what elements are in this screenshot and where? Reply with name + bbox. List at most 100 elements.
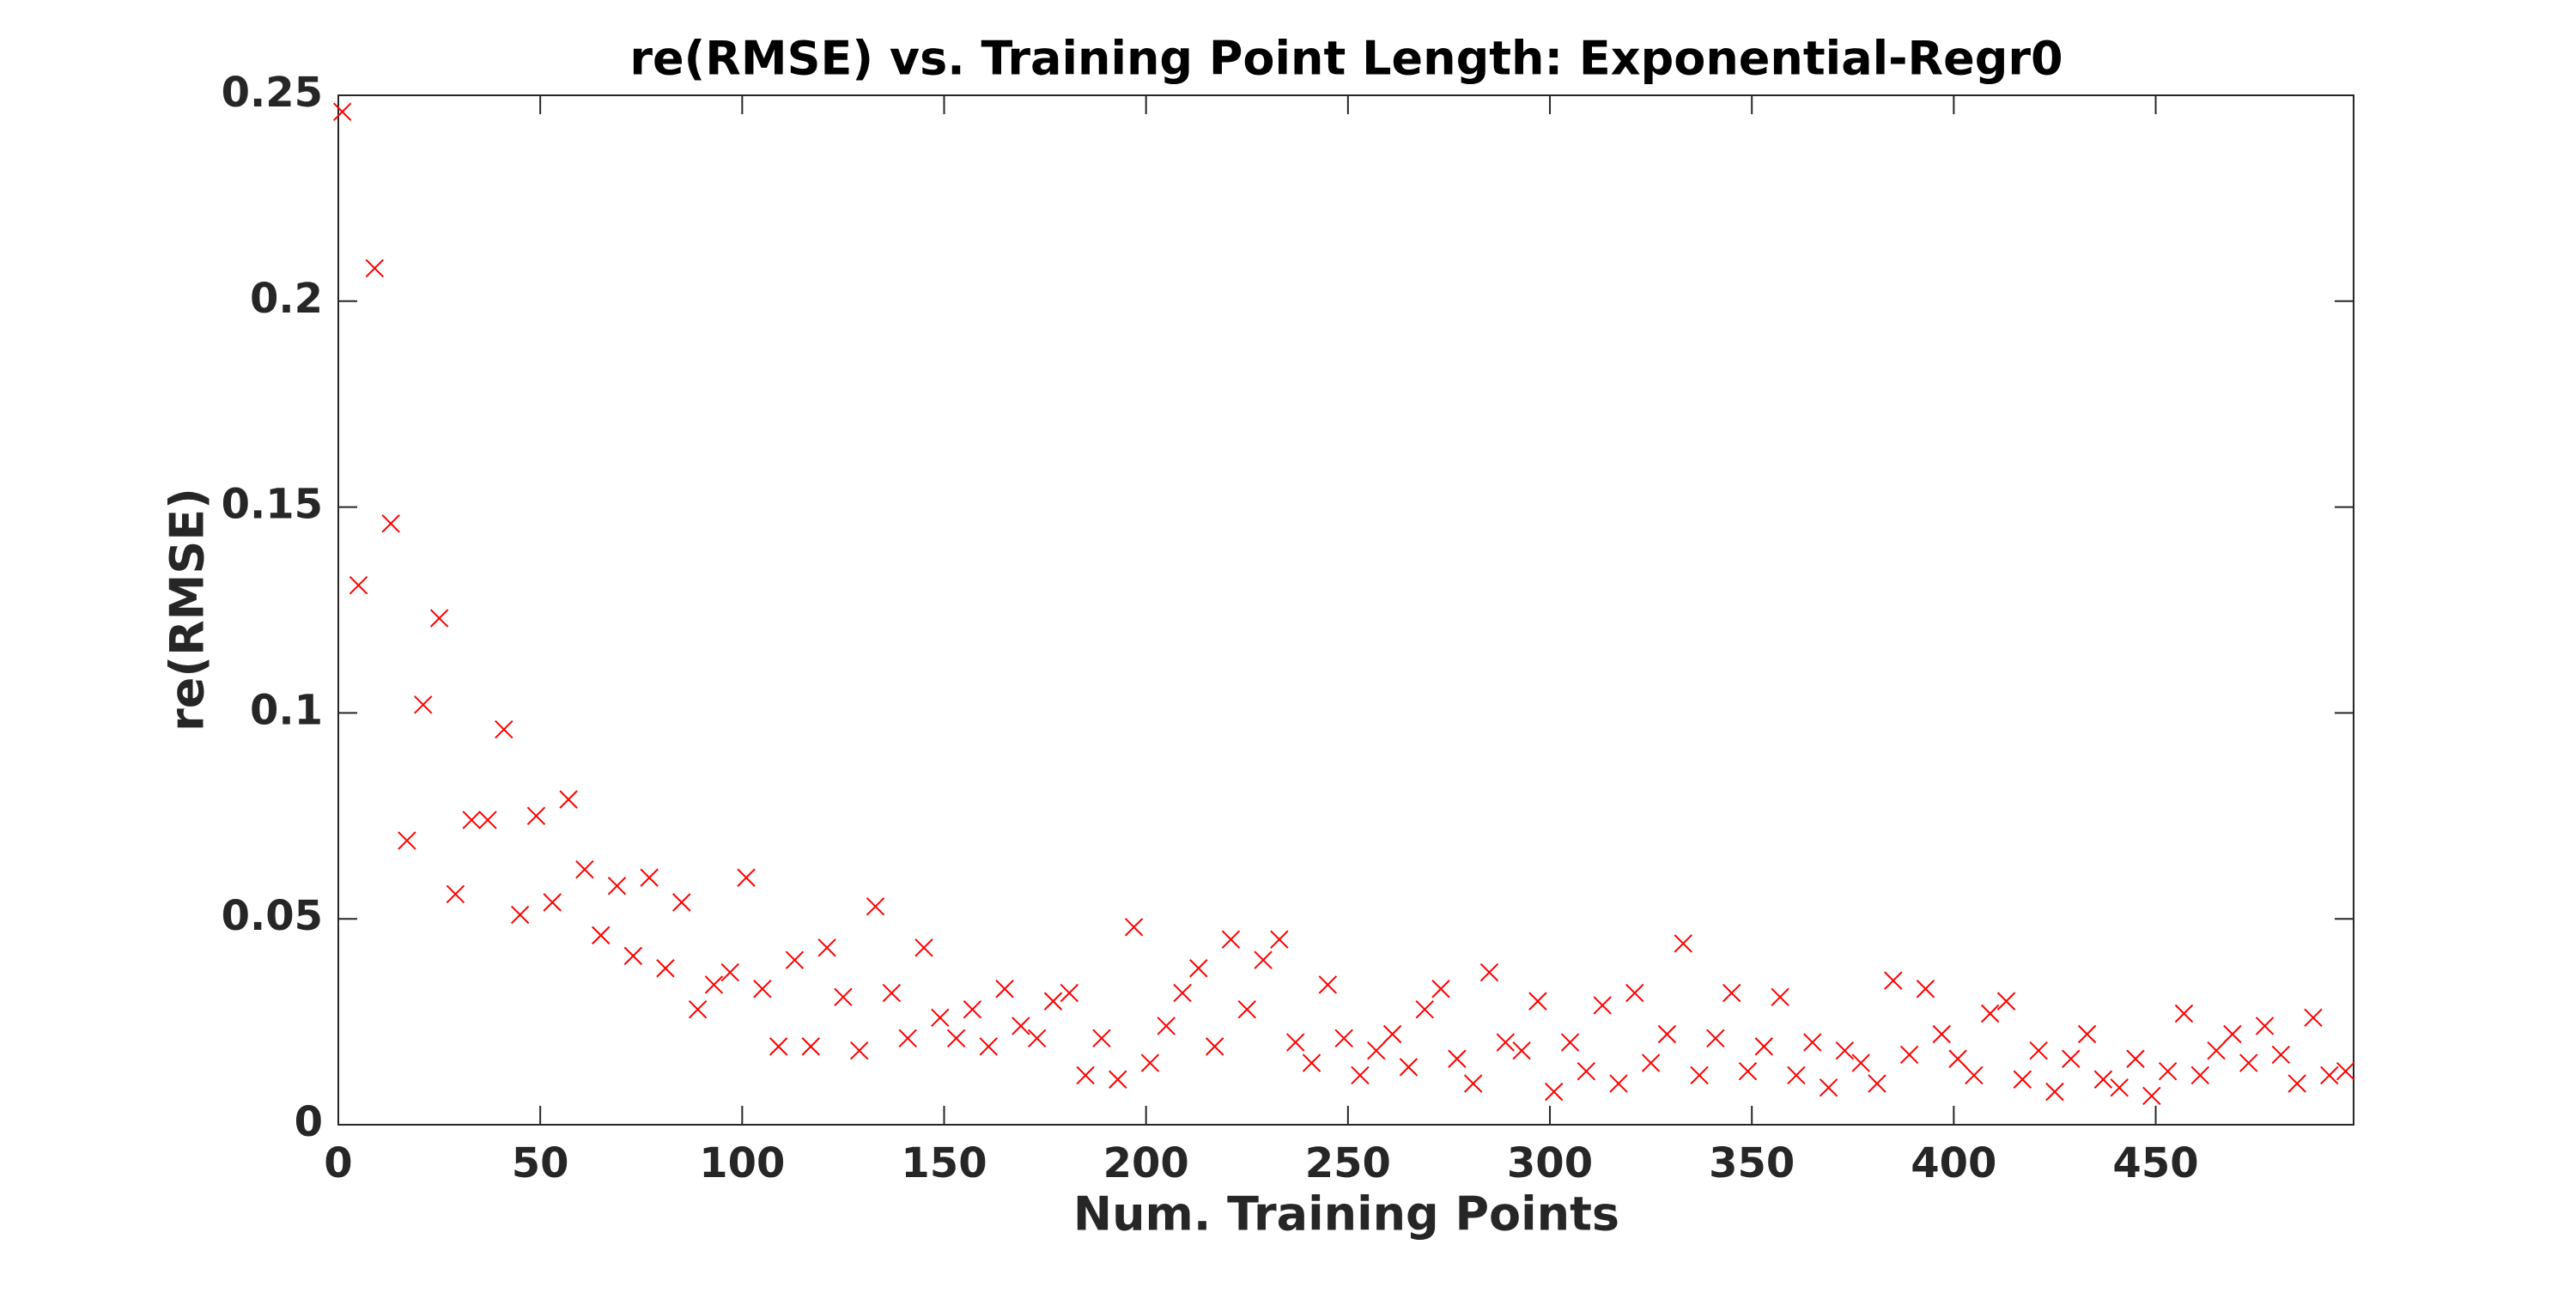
point bbox=[2190, 1065, 2209, 1085]
point bbox=[1109, 1070, 1127, 1089]
point bbox=[623, 946, 643, 966]
point bbox=[1415, 1000, 1434, 1019]
point bbox=[1399, 1058, 1419, 1077]
point bbox=[1479, 962, 1499, 982]
point bbox=[979, 1037, 998, 1056]
point bbox=[2239, 1053, 2258, 1072]
y-tick-label: 0.15 bbox=[222, 481, 323, 529]
point bbox=[672, 893, 691, 912]
chart-title: re(RMSE) vs. Training Point Length: Expo… bbox=[629, 32, 2063, 86]
point bbox=[2336, 1061, 2355, 1081]
point bbox=[1545, 1082, 1564, 1102]
point bbox=[1528, 992, 1547, 1011]
point bbox=[1771, 987, 1789, 1007]
point bbox=[2320, 1065, 2339, 1085]
point bbox=[2045, 1082, 2064, 1102]
point bbox=[1996, 992, 2016, 1011]
point bbox=[2207, 1041, 2226, 1060]
point bbox=[817, 938, 836, 957]
point bbox=[656, 959, 675, 978]
point bbox=[1367, 1041, 1386, 1060]
point bbox=[1932, 1024, 1951, 1044]
point bbox=[931, 1008, 950, 1028]
point bbox=[2013, 1070, 2032, 1089]
point bbox=[575, 859, 594, 879]
point bbox=[1690, 1065, 1709, 1085]
point bbox=[1803, 1033, 1822, 1052]
point bbox=[720, 962, 739, 982]
point bbox=[1254, 950, 1273, 969]
point bbox=[1899, 1045, 1919, 1065]
x-tick-label: 100 bbox=[699, 1139, 785, 1187]
point bbox=[543, 893, 562, 912]
x-tick-label: 300 bbox=[1507, 1139, 1593, 1187]
point bbox=[1787, 1065, 1806, 1085]
point bbox=[1593, 996, 1612, 1015]
point bbox=[349, 576, 368, 595]
point bbox=[1722, 983, 1741, 1003]
point bbox=[1868, 1074, 1886, 1093]
point bbox=[946, 1029, 966, 1047]
point bbox=[785, 950, 805, 969]
point bbox=[1948, 1049, 1967, 1068]
point bbox=[1448, 1049, 1467, 1068]
point bbox=[2158, 1061, 2178, 1081]
point bbox=[1221, 930, 1241, 949]
point bbox=[1382, 1024, 1402, 1044]
point bbox=[526, 806, 546, 826]
point bbox=[414, 695, 433, 714]
y-tick-label: 0.05 bbox=[222, 892, 323, 940]
point bbox=[1173, 983, 1192, 1003]
point bbox=[914, 938, 933, 957]
point bbox=[1157, 1017, 1176, 1035]
point bbox=[688, 1000, 708, 1019]
point bbox=[446, 884, 465, 904]
x-axis-title: Num. Training Points bbox=[1073, 1187, 1619, 1241]
point bbox=[1205, 1037, 1224, 1056]
point bbox=[510, 905, 530, 925]
point bbox=[2062, 1049, 2081, 1068]
point bbox=[704, 975, 724, 994]
point bbox=[559, 790, 578, 809]
point bbox=[462, 810, 481, 829]
point bbox=[429, 609, 449, 628]
x-tick-label: 200 bbox=[1103, 1139, 1189, 1187]
point bbox=[898, 1029, 917, 1047]
point bbox=[1463, 1074, 1483, 1093]
point bbox=[2142, 1086, 2161, 1106]
point bbox=[769, 1037, 788, 1056]
x-tick-label: 450 bbox=[2112, 1139, 2198, 1187]
point bbox=[2110, 1078, 2129, 1097]
point bbox=[640, 868, 659, 887]
point bbox=[1092, 1029, 1111, 1047]
point bbox=[1609, 1074, 1628, 1093]
point bbox=[1140, 1053, 1160, 1072]
point bbox=[1577, 1061, 1596, 1081]
y-tick-label: 0.1 bbox=[250, 686, 323, 734]
point bbox=[2271, 1045, 2291, 1065]
point bbox=[963, 1000, 982, 1019]
point bbox=[801, 1037, 821, 1056]
point bbox=[1060, 983, 1079, 1003]
point bbox=[332, 102, 352, 121]
x-tick-label: 50 bbox=[512, 1139, 569, 1187]
x-tick-label: 0 bbox=[324, 1139, 352, 1187]
point bbox=[1043, 992, 1063, 1011]
point bbox=[1980, 1004, 2000, 1023]
point bbox=[2077, 1024, 2097, 1044]
point bbox=[1754, 1037, 1774, 1056]
point bbox=[1027, 1029, 1047, 1047]
y-tick-label: 0.2 bbox=[250, 275, 323, 323]
point bbox=[1270, 930, 1289, 949]
point bbox=[1738, 1061, 1758, 1081]
point bbox=[850, 1041, 869, 1060]
point bbox=[995, 980, 1014, 999]
point bbox=[1286, 1033, 1305, 1052]
x-tick-label: 350 bbox=[1709, 1139, 1795, 1187]
point bbox=[1012, 1017, 1030, 1035]
point bbox=[737, 868, 756, 887]
point bbox=[1706, 1029, 1725, 1047]
point bbox=[592, 926, 611, 945]
point bbox=[882, 983, 902, 1003]
